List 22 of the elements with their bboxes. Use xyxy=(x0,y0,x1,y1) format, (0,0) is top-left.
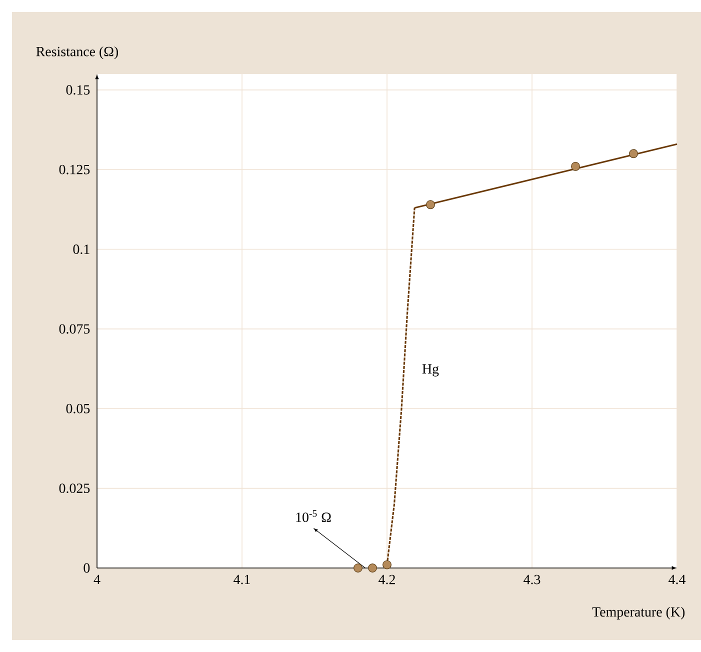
point xyxy=(354,564,362,572)
x-tick-label: 4 xyxy=(94,574,100,584)
x-tick-label: 4.1 xyxy=(234,574,250,584)
y-tick-label: 0.05 xyxy=(66,404,90,414)
point xyxy=(629,149,638,158)
y-tick-label: 0.125 xyxy=(59,164,90,174)
y-axis-title: Resistance (Ω) xyxy=(36,46,118,60)
x-tick-label: 4.4 xyxy=(668,574,686,584)
point xyxy=(382,560,392,570)
y-tick-label: 0.075 xyxy=(59,324,90,334)
y-tick-label: 0.025 xyxy=(59,484,90,494)
y-tick-label: 0.15 xyxy=(66,85,90,95)
point xyxy=(368,564,377,572)
annotation: Hg xyxy=(422,364,439,376)
y-tick-label: 0 xyxy=(84,563,90,573)
annotation: 10$^{-5}$ Ω xyxy=(296,510,331,522)
x-tick-label: 4.3 xyxy=(524,574,540,584)
x-axis-title: Temperature (K) xyxy=(592,606,685,620)
point xyxy=(426,200,435,210)
point xyxy=(571,162,580,171)
x-tick-label: 4.2 xyxy=(378,574,395,584)
y-tick-label: 0.1 xyxy=(73,244,90,254)
